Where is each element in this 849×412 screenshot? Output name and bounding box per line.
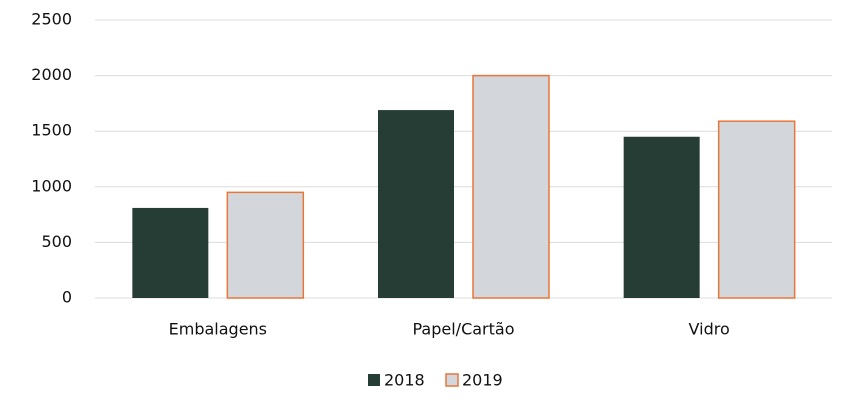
- y-tick-label: 500: [41, 232, 72, 251]
- x-tick-label: Embalagens: [169, 320, 267, 339]
- y-tick-label: 2000: [31, 65, 72, 84]
- bar: [132, 207, 209, 298]
- y-tick-label: 2500: [31, 10, 72, 29]
- bar: [226, 191, 305, 299]
- y-tick-label: 1000: [31, 176, 72, 195]
- bar: [378, 110, 454, 299]
- legend-swatch: [368, 374, 380, 386]
- legend-label: 2018: [384, 371, 425, 390]
- y-tick-label: 1500: [31, 121, 72, 140]
- legend-swatch: [445, 373, 459, 387]
- bar: [717, 120, 796, 299]
- legend-label: 2019: [462, 371, 503, 390]
- bar: [472, 74, 550, 299]
- bar: [623, 136, 700, 298]
- y-tick-label: 0: [62, 288, 72, 307]
- x-tick-label: Papel/Cartão: [413, 320, 515, 339]
- x-tick-label: Vidro: [689, 320, 730, 339]
